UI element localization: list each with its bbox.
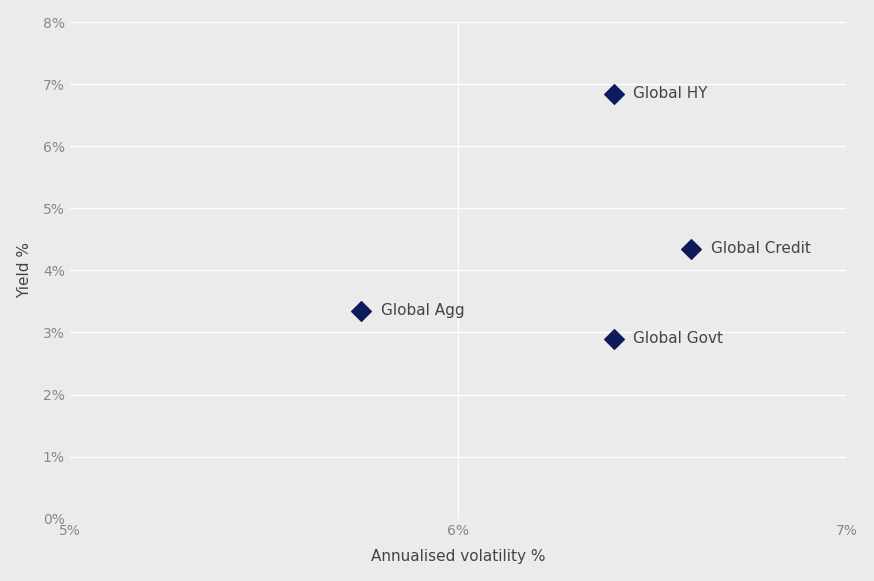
Text: Global Credit: Global Credit [711,241,810,256]
Text: Global Govt: Global Govt [633,331,723,346]
X-axis label: Annualised volatility %: Annualised volatility % [371,549,545,564]
Point [607,334,621,343]
Point [607,89,621,98]
Text: Global HY: Global HY [633,86,707,101]
Y-axis label: Yield %: Yield % [17,242,31,299]
Text: Global Agg: Global Agg [381,303,464,318]
Point [354,306,368,315]
Point [684,244,698,253]
